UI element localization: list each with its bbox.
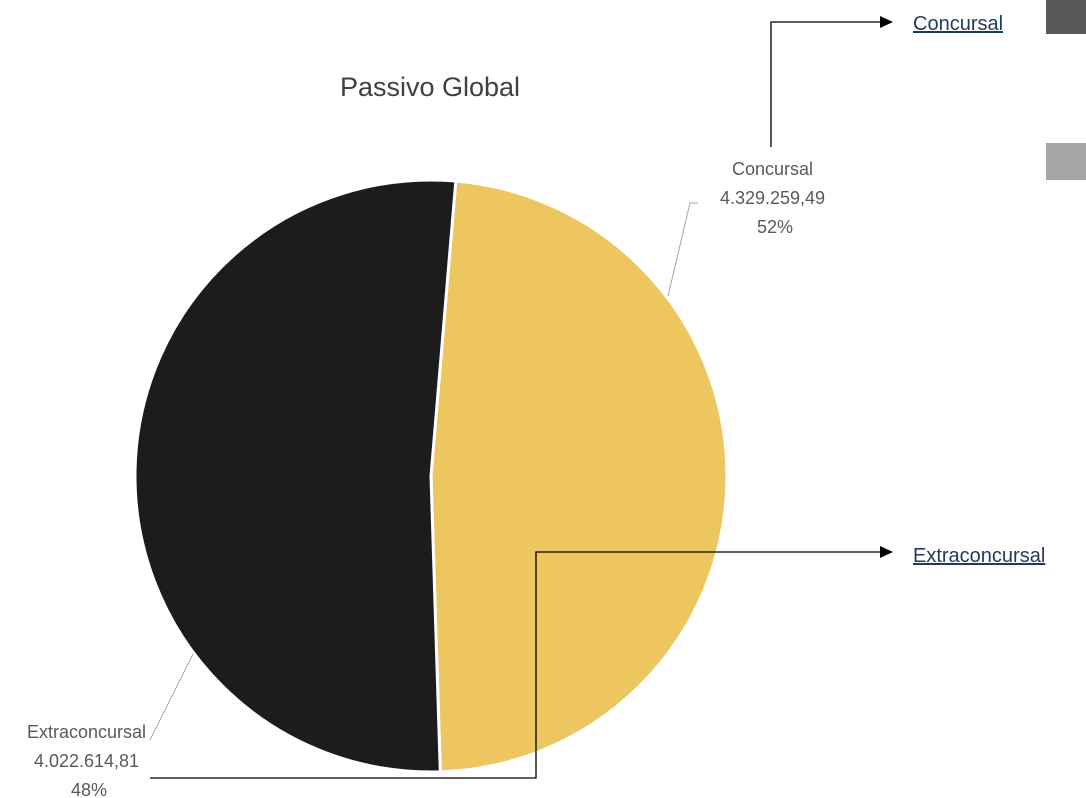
extraconcursal-link[interactable]: Extraconcursal <box>913 545 1045 567</box>
concursal-link[interactable]: Concursal <box>913 13 1003 35</box>
extraconcursal-arrowhead-icon <box>880 546 893 558</box>
concursal-side-swatch <box>1046 0 1086 34</box>
concursal-label-name: Concursal <box>732 159 813 179</box>
extraconcursal-label-name: Extraconcursal <box>27 722 146 742</box>
extraconcursal-connector-arrow <box>150 551 882 779</box>
concursal-leader-line <box>667 202 698 297</box>
extraconcursal-label-percent: 48% <box>71 780 107 798</box>
chart-title: Passivo Global <box>340 72 520 102</box>
secondary-side-swatch <box>1046 143 1086 180</box>
extraconcursal-label-value: 4.022.614,81 <box>34 751 139 771</box>
concursal-label-value: 4.329.259,49 <box>720 188 825 208</box>
pie-slice-extraconcursal <box>429 179 729 774</box>
extraconcursal-leader-line <box>149 653 194 741</box>
extraconcursal-data-label: Extraconcursal 4.022.614,81 48% <box>27 722 151 798</box>
concursal-label-percent: 52% <box>757 217 793 237</box>
concursal-arrowhead-icon <box>880 16 893 28</box>
pie-slices <box>133 178 729 774</box>
pie-slice-concursal <box>133 178 458 774</box>
concursal-data-label: Concursal 4.329.259,49 52% <box>720 159 830 237</box>
concursal-connector-arrow <box>770 21 882 147</box>
